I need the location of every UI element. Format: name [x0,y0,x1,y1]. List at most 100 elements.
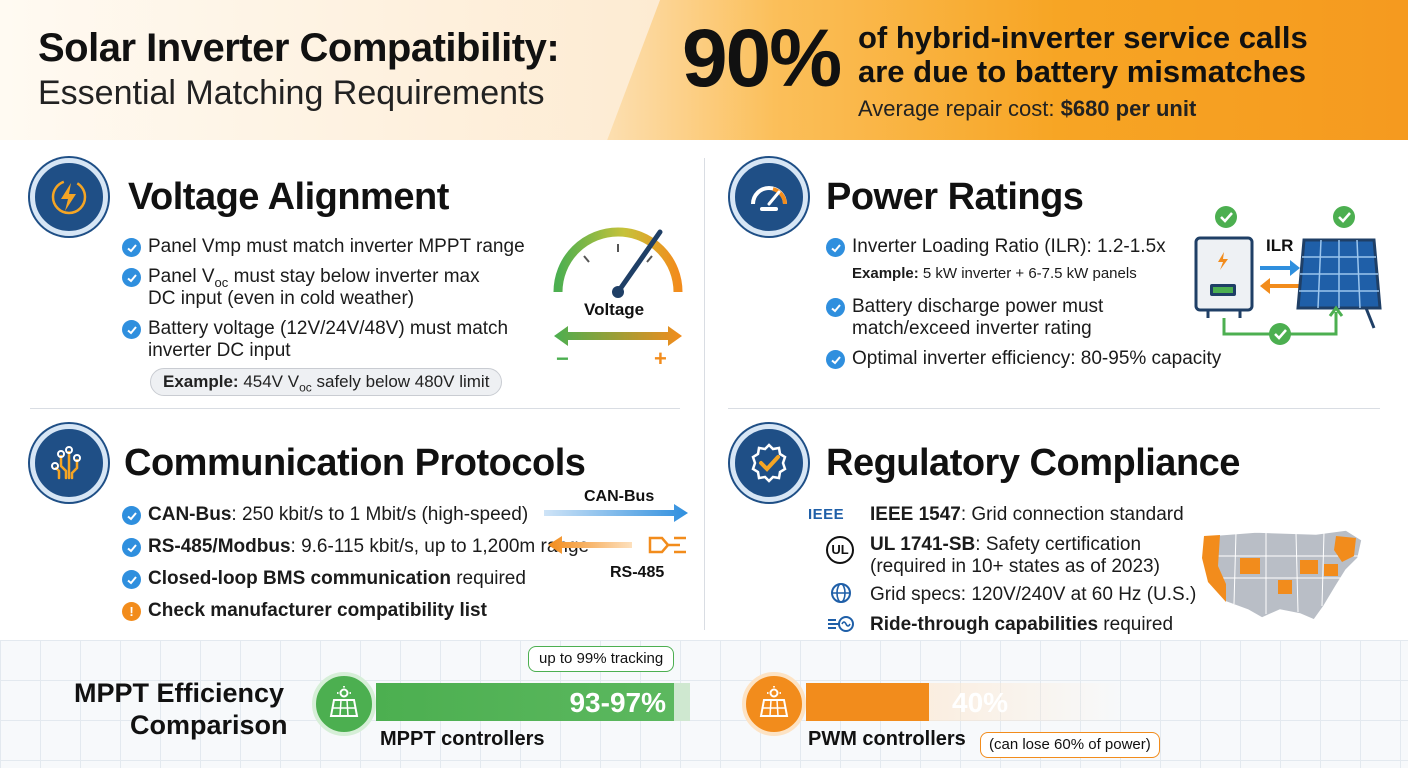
solar-panel-icon [312,672,376,736]
ride-through-wave-icon [828,616,854,632]
power-bullet-2: Battery discharge power must [852,296,1104,317]
check-icon [122,506,141,525]
check-icon [122,538,141,557]
rs485-desc: : 9.6-115 kbit/s, up to 1,200m range [290,536,590,557]
check-icon [122,320,141,339]
pwm-bar-track: 40% [806,683,1126,721]
voc-text: must stay below inverter max [233,266,480,287]
certified-seal-icon [751,443,787,483]
mppt-bar-value: 93-97% [569,687,666,718]
regulatory-section-title: Regulatory Compliance [826,442,1240,484]
pwm-bar-fill [806,683,929,721]
comm-bullet-canbus: CAN-Bus: 250 kbit/s to 1 Mbit/s (high-sp… [148,504,528,526]
comm-section-title: Communication Protocols [124,442,586,484]
voltage-bullet-2: Panel Voc must stay below inverter max [148,266,480,294]
ieee-desc: : Grid connection standard [960,504,1184,525]
voltage-example-pill: Example: 454V Voc safely below 480V limi… [150,368,503,396]
speedometer-icon [751,186,787,211]
us-states-map [1201,529,1363,621]
comm-bullet-check-list: Check manufacturer compatibility list [148,600,487,622]
repair-cost-note: Average repair cost: $680 per unit [858,96,1196,122]
example-text: 5 kW inverter + 6-7.5 kW panels [918,265,1137,282]
example-label: Example: [852,265,919,282]
voltage-section-title: Voltage Alignment [128,176,449,218]
mppt-comparison-title-line-2: Comparison [130,710,288,740]
mppt-bar-fill [376,683,674,721]
check-icon [122,570,141,589]
rs485-arrow-label: RS-485 [610,564,665,581]
plus-sign: + [654,346,667,371]
bms-name: Closed-loop BMS communication [148,568,451,589]
rs485-name: RS-485/Modbus [148,536,291,557]
page-title: Solar Inverter Compatibility: [38,26,560,70]
power-section-icon [730,158,808,236]
check-icon [122,268,141,287]
inverter-panel-illustration [1194,206,1382,345]
ieee-logo-icon: IEEE [808,506,845,523]
reg-bullet-ride-through: Ride-through capabilities required [870,614,1173,636]
header-title-panel [0,0,660,140]
canbus-desc: : 250 kbit/s to 1 Mbit/s (high-speed) [231,504,529,525]
bms-desc: required [450,568,526,589]
reg-bullet-ul: UL 1741-SB: Safety certification [870,534,1141,556]
regulatory-section-icon [730,424,808,502]
headline-stat-line-2: are due to battery mismatches [858,54,1306,89]
mppt-bar-track: 93-97% [376,683,690,721]
comm-section-icon [30,424,108,502]
protocol-arrows-graphic [544,504,688,554]
circuit-icon [51,446,81,480]
voltage-bullet-3-line-2: inverter DC input [148,340,291,361]
ul-name: UL 1741-SB [870,534,976,555]
check-icon [826,350,845,369]
voltage-bullet-1: Panel Vmp must match inverter MPPT range [148,236,525,257]
right-row-divider [728,408,1380,409]
globe-icon [831,583,851,603]
canbus-name: CAN-Bus [148,504,232,525]
mppt-comparison-title-line-1: MPPT Efficiency [74,678,285,708]
power-example: Example: 5 kW inverter + 6-7.5 kW panels [852,265,1137,282]
ride-through-name: Ride-through capabilities [870,614,1099,635]
power-loss-callout: (can lose 60% of power) [980,732,1160,758]
reg-bullet-ul-line-2: (required in 10+ states as of 2023) [870,556,1160,577]
ul-logo-icon: UL [826,536,854,564]
ilr-label: ILR [1266,236,1294,255]
ul-desc: : Safety certification [975,534,1142,555]
voltage-gauge-graphic [553,227,683,346]
tracking-callout: up to 99% tracking [528,646,675,672]
check-icon [122,238,141,257]
example-label: Example: [163,372,239,391]
repair-cost-value: $680 per unit [1060,96,1197,121]
mppt-controllers-label: MPPT controllers [380,728,545,750]
warning-icon: ! [122,602,141,621]
page-subtitle: Essential Matching Requirements [38,74,545,112]
ride-through-desc: required [1098,614,1174,635]
example-text: 454V V [238,372,300,391]
canbus-arrow-label: CAN-Bus [584,488,655,505]
power-bullet-3: Optimal inverter efficiency: 80-95% capa… [852,348,1222,369]
comm-bullet-bms: Closed-loop BMS communication required [148,568,526,590]
comparison-background-grid [0,640,1408,768]
power-bullet-1: Inverter Loading Ratio (ILR): 1.2-1.5x [852,236,1166,257]
headline-stat-line-1: of hybrid-inverter service calls [858,20,1308,55]
power-section-title: Power Ratings [826,176,1084,218]
gauge-label: Voltage [584,300,645,319]
voltage-bullet-2-line-2: DC input (even in cold weather) [148,288,415,309]
center-divider [704,158,705,630]
mppt-bar-tracking-headroom [674,683,690,721]
voc-subscript: oc [214,274,229,290]
lightning-bolt-icon [51,179,87,215]
reg-bullet-grid-specs: Grid specs: 120V/240V at 60 Hz (U.S.) [870,584,1197,605]
ieee-name: IEEE 1547 [870,504,961,525]
pwm-controllers-label: PWM controllers [808,728,966,750]
minus-sign: − [556,346,569,371]
voc-subscript: oc [299,380,312,395]
repair-cost-label: Average repair cost: [858,96,1061,121]
power-bullet-2-line-2: match/exceed inverter rating [852,318,1092,339]
example-text-end: safely below 480V limit [311,372,490,391]
check-icon [826,238,845,257]
pwm-bar-value: 40% [952,687,1009,718]
comm-bullet-rs485: RS-485/Modbus: 9.6-115 kbit/s, up to 1,2… [148,536,589,558]
left-row-divider [30,408,680,409]
voltage-bullet-3: Battery voltage (12V/24V/48V) must match [148,318,509,339]
voltage-section-icon [30,158,108,236]
